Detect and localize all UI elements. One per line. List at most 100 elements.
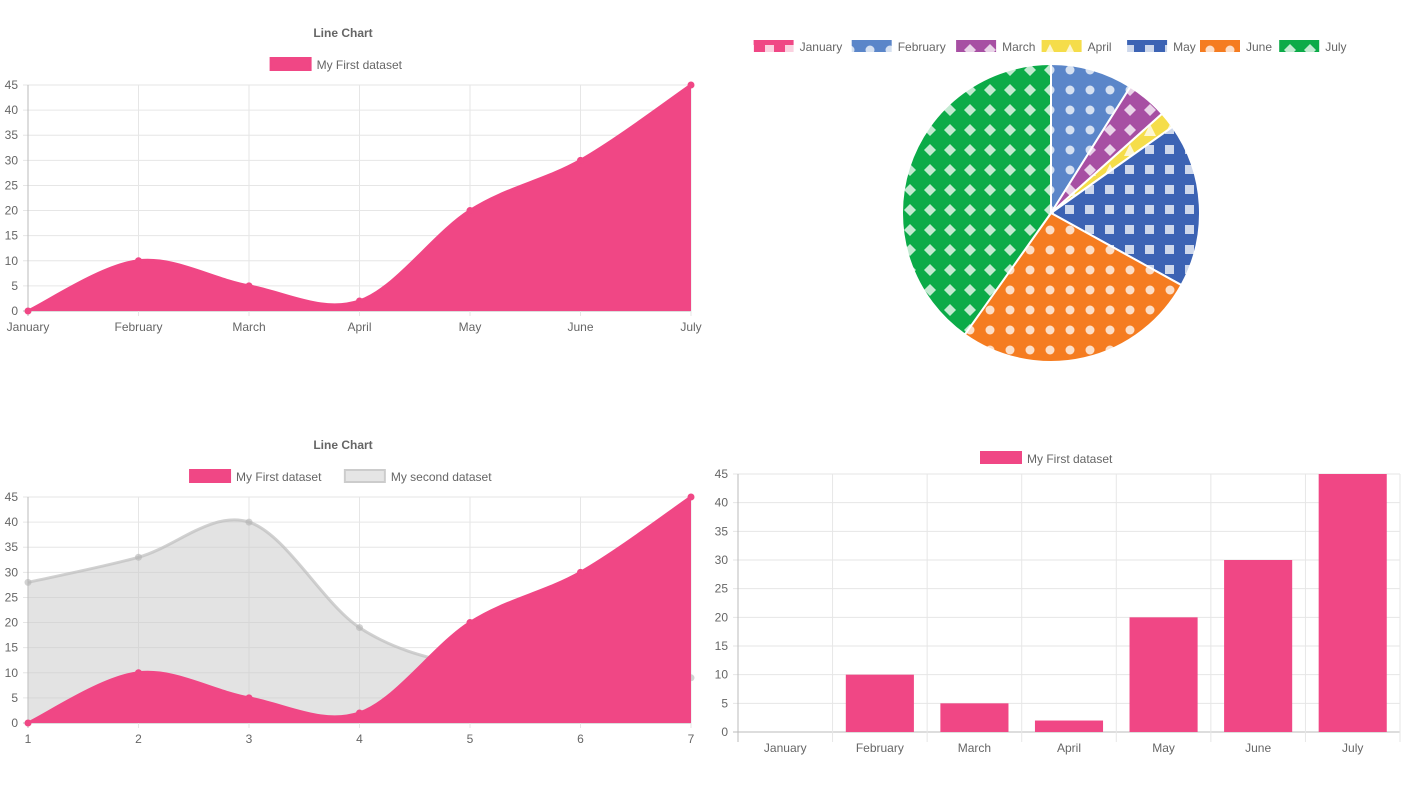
legend-swatch (956, 40, 997, 52)
data-point (466, 619, 474, 627)
data-point (135, 669, 142, 677)
series-area (28, 85, 691, 311)
y-tick-label: 40 (5, 515, 19, 529)
data-point (687, 81, 695, 89)
y-tick-label: 30 (715, 553, 729, 567)
chart-title: Line Chart (313, 438, 372, 452)
legend-item[interactable]: My First dataset (269, 57, 403, 72)
legend-label: My First dataset (1027, 452, 1113, 466)
x-tick-label: March (958, 741, 991, 755)
x-tick-label: June (567, 320, 593, 334)
data-point (135, 553, 142, 561)
x-tick-label: 3 (246, 732, 253, 746)
y-tick-label: 45 (715, 467, 729, 481)
x-tick-label: January (7, 320, 50, 334)
data-point (466, 207, 474, 215)
y-tick-label: 5 (11, 279, 18, 293)
legend-swatch (851, 40, 892, 52)
x-tick-label: 5 (467, 732, 474, 746)
pie-slice[interactable] (901, 62, 1052, 336)
y-tick-label: 20 (715, 610, 729, 624)
y-tick-label: 20 (5, 204, 19, 218)
x-tick-label: February (114, 320, 162, 334)
legend-swatch (189, 469, 232, 483)
x-tick-label: July (680, 320, 701, 334)
y-tick-label: 25 (5, 590, 19, 604)
x-tick-label: January (764, 741, 807, 755)
y-tick-label: 0 (721, 725, 728, 739)
series-area (28, 519, 691, 723)
legend-label: January (800, 40, 843, 54)
x-tick-label: July (1342, 741, 1363, 755)
y-tick-label: 35 (5, 128, 19, 142)
data-point (577, 568, 584, 576)
x-tick-label: April (1057, 741, 1081, 755)
data-point (356, 624, 363, 632)
data-point (245, 282, 253, 290)
legend-item[interactable]: February (851, 40, 946, 54)
data-point (245, 694, 253, 702)
x-tick-label: 4 (356, 732, 363, 746)
legend-item[interactable]: June (1200, 40, 1272, 54)
data-point (24, 719, 32, 727)
y-tick-label: 10 (5, 666, 19, 680)
bar[interactable] (1034, 720, 1104, 732)
legend-label: February (898, 40, 946, 54)
y-tick-label: 10 (715, 668, 729, 682)
legend-label: My First dataset (236, 470, 322, 484)
legend-swatch (269, 57, 312, 71)
y-tick-label: 0 (11, 304, 18, 318)
x-tick-label: 1 (25, 732, 32, 746)
y-tick-label: 0 (11, 716, 18, 730)
legend-item[interactable]: My First dataset (980, 451, 1113, 466)
legend-item[interactable]: January (753, 40, 843, 54)
x-tick-label: April (347, 320, 371, 334)
y-tick-label: 30 (5, 565, 19, 579)
pie-chart: January February March April May June July (753, 40, 1347, 363)
pie-slice[interactable] (1049, 125, 1201, 287)
y-tick-label: 30 (5, 153, 19, 167)
legend-swatch (1279, 40, 1320, 52)
legend-item[interactable]: March (956, 40, 1035, 54)
legend-swatch (980, 451, 1022, 464)
y-tick-label: 35 (715, 524, 729, 538)
x-tick-label: 2 (135, 732, 142, 746)
legend-item[interactable]: April (1041, 40, 1112, 54)
x-tick-label: 6 (577, 732, 584, 746)
data-point (24, 578, 32, 586)
data-point (24, 307, 32, 315)
pie-slice[interactable] (1050, 62, 1132, 217)
legend-item[interactable]: My First dataset (189, 469, 322, 484)
y-tick-label: 35 (5, 540, 19, 554)
bar[interactable] (940, 703, 1009, 732)
x-tick-label: May (1152, 741, 1175, 755)
line-chart-2: Line Chart My First dataset My second data… (5, 438, 695, 746)
y-tick-label: 45 (5, 490, 19, 504)
y-tick-label: 25 (5, 178, 19, 192)
x-tick-label: March (232, 320, 265, 334)
data-point (356, 297, 363, 305)
legend-label: My second dataset (391, 470, 492, 484)
pie-slice[interactable] (963, 211, 1183, 363)
bar[interactable] (1129, 617, 1198, 732)
bar[interactable] (1318, 474, 1387, 732)
legend-item[interactable]: July (1279, 40, 1347, 54)
y-tick-label: 15 (715, 639, 729, 653)
y-tick-label: 15 (5, 641, 19, 655)
line-chart-0: Line Chart My First dataset 0 5 10 15 20 25 30 35… (5, 26, 702, 334)
y-tick-label: 5 (11, 691, 18, 705)
bar[interactable] (1224, 560, 1293, 732)
legend-item[interactable]: My second dataset (343, 469, 492, 484)
legend-item[interactable]: May (1127, 40, 1196, 54)
x-tick-label: February (856, 741, 904, 755)
legend-swatch (1127, 40, 1168, 52)
y-tick-label: 10 (5, 254, 19, 268)
data-point (135, 257, 142, 265)
legend-label: June (1246, 40, 1272, 54)
data-point (245, 518, 253, 526)
data-point (356, 709, 363, 717)
legend-label: My First dataset (317, 58, 403, 72)
bar-chart: My First dataset 0 5 10 15 20 25 30 35 40 45 Januar… (715, 451, 1401, 755)
bar[interactable] (845, 674, 914, 732)
